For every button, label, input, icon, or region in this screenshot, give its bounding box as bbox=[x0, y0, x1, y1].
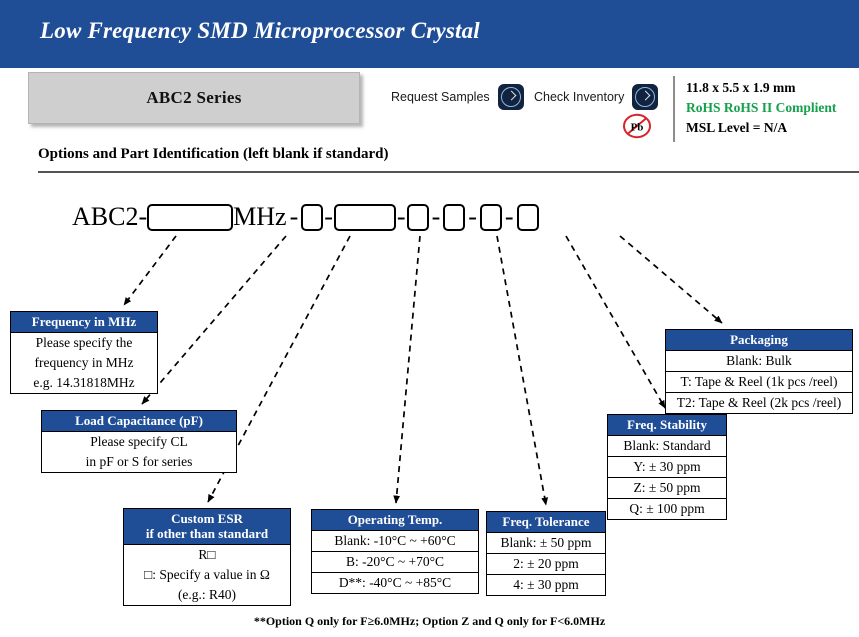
callout-custom-esr: Custom ESR if other than standard R□ □: … bbox=[123, 508, 291, 606]
callout-line: Y: ± 30 ppm bbox=[608, 456, 726, 477]
callout-operating-temp-body: Blank: -10°C ~ +60°C B: -20°C ~ +70°C D*… bbox=[312, 531, 478, 593]
pn-field-load-capacitance-first[interactable] bbox=[301, 203, 324, 231]
callout-line: 2: ± 20 ppm bbox=[487, 553, 605, 574]
callout-line: T2: Tape & Reel (2k pcs /reel) bbox=[666, 392, 852, 413]
pn-separator: - bbox=[324, 202, 333, 231]
pn-field-freq-stability[interactable] bbox=[516, 203, 539, 231]
section-heading: Options and Part Identification (left bl… bbox=[38, 146, 389, 162]
part-number-unit: MHz bbox=[233, 202, 287, 231]
pn-field-frequency[interactable] bbox=[147, 203, 234, 231]
callout-line: Blank: ± 50 ppm bbox=[500, 535, 592, 550]
callout-freq-tolerance: Freq. Tolerance Blank: ± 50 ppm 2: ± 20 … bbox=[486, 511, 606, 596]
section-divider bbox=[38, 171, 859, 173]
callout-frequency: Frequency in MHz Please specify the freq… bbox=[10, 311, 158, 394]
callout-custom-esr-title-line2: if other than standard bbox=[145, 526, 269, 541]
callout-line: Blank: Bulk bbox=[726, 353, 792, 368]
callout-freq-stability-body: Blank: Standard Y: ± 30 ppm Z: ± 50 ppm … bbox=[608, 436, 726, 519]
spec-list: 11.8 x 5.5 x 1.9 mm RoHS RoHS II Complie… bbox=[686, 78, 836, 138]
pn-field-load-capacitance[interactable] bbox=[333, 203, 396, 231]
callout-custom-esr-title: Custom ESR if other than standard bbox=[124, 509, 290, 545]
callout-frequency-title: Frequency in MHz bbox=[11, 312, 157, 333]
callout-line: in pF or S for series bbox=[85, 454, 193, 469]
series-button-label: ABC2 Series bbox=[146, 88, 242, 107]
callout-line: (e.g.: R40) bbox=[177, 587, 237, 602]
callout-operating-temp-title: Operating Temp. bbox=[312, 510, 478, 531]
pn-separator: - bbox=[431, 202, 441, 231]
footnote: **Option Q only for F≥6.0MHz; Option Z a… bbox=[253, 614, 606, 628]
callout-custom-esr-title-line1: Custom ESR bbox=[171, 511, 243, 526]
check-inventory-action[interactable]: Check Inventory bbox=[534, 84, 659, 110]
chevron-right-circle-icon[interactable] bbox=[497, 84, 524, 110]
pn-separator: - bbox=[504, 202, 514, 231]
callout-line: D**: -40°C ~ +85°C bbox=[312, 572, 478, 593]
callout-line: Q: ± 100 ppm bbox=[608, 498, 726, 519]
header-divider bbox=[673, 76, 675, 142]
callout-frequency-body: Please specify the frequency in MHz e.g.… bbox=[11, 333, 157, 393]
callout-line: 4: ± 30 ppm bbox=[487, 574, 605, 595]
callout-line: Please specify the bbox=[35, 335, 133, 350]
callout-line: B: -20°C ~ +70°C bbox=[312, 551, 478, 572]
callout-freq-tolerance-body: Blank: ± 50 ppm 2: ± 20 ppm 4: ± 30 ppm bbox=[487, 533, 605, 595]
pn-field-custom-esr[interactable] bbox=[406, 203, 429, 231]
callout-custom-esr-body: R□ □: Specify a value in Ω (e.g.: R40) bbox=[124, 545, 290, 605]
page-title: Low Frequency SMD Microprocessor Crystal bbox=[40, 18, 480, 43]
callout-operating-temp: Operating Temp. Blank: -10°C ~ +60°C B: … bbox=[311, 509, 479, 594]
chevron-right-circle-icon[interactable] bbox=[632, 84, 659, 110]
callout-packaging-body: Blank: Bulk T: Tape & Reel (1k pcs /reel… bbox=[666, 351, 852, 413]
callout-line: frequency in MHz bbox=[34, 355, 134, 370]
pn-separator: - bbox=[396, 202, 406, 231]
part-number-diagram: ABC2- MHz - - - - - - bbox=[72, 200, 539, 234]
spec-msl: MSL Level = N/A bbox=[686, 120, 788, 135]
callout-line: Blank: Standard bbox=[623, 438, 711, 453]
callout-line: T: Tape & Reel (1k pcs /reel) bbox=[666, 371, 852, 392]
callout-line: Blank: -10°C ~ +60°C bbox=[334, 533, 456, 548]
callout-load-capacitance-body: Please specify CL in pF or S for series bbox=[42, 432, 236, 472]
lead-free-pb-icon: Pb bbox=[622, 113, 652, 139]
callout-line: e.g. 14.31818MHz bbox=[33, 375, 135, 390]
spec-rohs: RoHS RoHS II Complient bbox=[686, 100, 837, 115]
callout-line: Z: ± 50 ppm bbox=[608, 477, 726, 498]
check-inventory-label: Check Inventory bbox=[534, 90, 625, 104]
spec-dimensions: 11.8 x 5.5 x 1.9 mm bbox=[686, 80, 796, 95]
callout-load-capacitance-title: Load Capacitance (pF) bbox=[42, 411, 236, 432]
callout-line: R□ bbox=[198, 547, 216, 562]
series-button[interactable]: ABC2 Series bbox=[28, 72, 360, 124]
request-samples-label: Request Samples bbox=[391, 90, 490, 104]
callout-freq-tolerance-title: Freq. Tolerance bbox=[487, 512, 605, 533]
header-banner bbox=[0, 0, 859, 68]
pn-separator: - bbox=[289, 202, 299, 231]
pn-separator: - bbox=[468, 202, 477, 231]
callout-line: Please specify CL bbox=[90, 434, 188, 449]
pn-field-operating-temp[interactable] bbox=[443, 203, 466, 231]
callout-packaging-title: Packaging bbox=[666, 330, 852, 351]
callout-freq-stability-title: Freq. Stability bbox=[608, 415, 726, 436]
callout-packaging: Packaging Blank: Bulk T: Tape & Reel (1k… bbox=[665, 329, 853, 414]
callout-load-capacitance: Load Capacitance (pF) Please specify CL … bbox=[41, 410, 237, 473]
part-number-prefix: ABC2- bbox=[72, 202, 148, 231]
pn-field-freq-tolerance[interactable] bbox=[479, 203, 502, 231]
svg-text:Pb: Pb bbox=[631, 122, 644, 134]
callout-line: □: Specify a value in Ω bbox=[144, 567, 270, 582]
request-samples-action[interactable]: Request Samples bbox=[391, 84, 524, 110]
callout-freq-stability: Freq. Stability Blank: Standard Y: ± 30 … bbox=[607, 414, 727, 520]
